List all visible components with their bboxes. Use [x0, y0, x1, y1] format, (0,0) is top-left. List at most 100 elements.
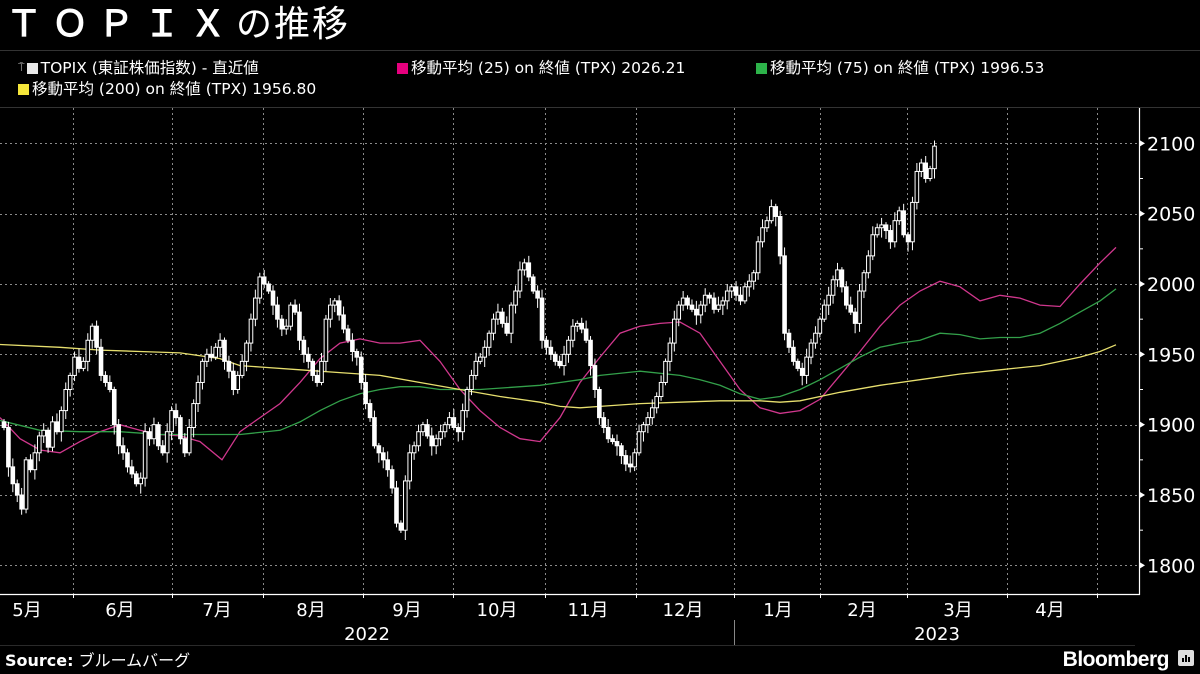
candle-down — [345, 328, 351, 341]
legend-swatch-topix — [26, 62, 38, 74]
candle-up — [164, 431, 170, 454]
candle-up — [433, 438, 439, 447]
bloomberg-chart-icon — [1178, 650, 1194, 666]
candle-up — [283, 325, 289, 330]
candle-down — [363, 381, 368, 405]
candle-up — [566, 339, 571, 355]
candle-down — [125, 452, 130, 468]
candle-down — [694, 308, 699, 316]
candle-up — [447, 417, 452, 426]
candle-up — [513, 290, 518, 306]
candle-down — [500, 311, 505, 324]
candle-up — [645, 417, 651, 426]
candle-up — [67, 374, 73, 391]
candle-up — [407, 452, 413, 482]
legend-label-ma75: 移動平均 (75) on 終値 (TPX) 1996.53 — [770, 59, 1045, 77]
x-month-label: 12月 — [663, 600, 704, 621]
candle-up — [857, 290, 862, 324]
x-month-label: 10月 — [477, 600, 518, 621]
y-tick-label: 2100 — [1147, 133, 1195, 155]
x-month-label: 4月 — [1035, 600, 1064, 621]
legend-swatch-ma25 — [397, 62, 408, 74]
candle-up — [817, 318, 823, 334]
candle-up — [438, 431, 443, 440]
candle-down — [839, 269, 845, 288]
candle-down — [120, 445, 126, 454]
y-tick-marker — [1140, 281, 1145, 287]
candle-up — [835, 269, 840, 281]
candle-down — [552, 353, 558, 362]
candle-up — [870, 234, 876, 257]
ma-line — [0, 343, 1117, 409]
candle-up — [50, 421, 55, 448]
x-month-label: 8月 — [296, 600, 325, 621]
candle-down — [314, 374, 320, 383]
candle-up — [561, 353, 567, 367]
title-jp: の推移 — [236, 4, 351, 45]
candle-up — [676, 304, 682, 320]
candle-down — [614, 441, 620, 447]
y-tick-marker — [1140, 492, 1145, 499]
candle-down — [548, 346, 554, 355]
candle-down — [738, 294, 743, 302]
candle-down — [231, 370, 236, 391]
candle-up — [151, 424, 157, 440]
candle-up — [517, 269, 523, 292]
candle-up — [403, 480, 408, 531]
y-tick-label: 1950 — [1147, 344, 1195, 366]
candle-down — [795, 360, 801, 369]
candle-up — [411, 445, 417, 454]
candle-down — [182, 438, 188, 454]
candle-up — [332, 300, 338, 306]
candle-up — [720, 300, 726, 306]
candle-up — [932, 145, 937, 170]
candle-down — [226, 360, 232, 372]
candle-down — [923, 162, 928, 179]
candle-up — [663, 360, 668, 383]
legend-item-ma25: 移動平均 (25) on 終値 (TPX) 2026.21 — [397, 58, 685, 78]
candle-down — [358, 356, 364, 383]
candle-up — [32, 452, 38, 471]
candle-up — [200, 360, 205, 383]
candle-down — [592, 365, 598, 391]
candle-down — [539, 297, 545, 341]
legend-item-ma200: 移動平均 (200) on 終値 (TPX) 1956.80 — [18, 79, 316, 99]
title-latin: ＴＯＰＩＸ — [6, 4, 237, 45]
candle-up — [473, 360, 479, 376]
footer-divider — [0, 645, 1135, 646]
candle-down — [597, 389, 602, 419]
candle-up — [632, 452, 637, 468]
legend-item-ma75: 移動平均 (75) on 終値 (TPX) 1996.53 — [756, 58, 1044, 78]
candle-up — [861, 272, 867, 292]
candle-down — [76, 356, 82, 369]
candle-down — [588, 339, 593, 367]
chart-title: ＴＯＰＩＸの推移 — [6, 2, 350, 48]
candle-down — [156, 424, 161, 447]
candle-down — [451, 417, 457, 428]
candle-up — [879, 224, 884, 229]
x-axis: 5月 6月 7月 8月 9月 10月 11月 12月 1月 2月 3月 4月 2022 2023 — [0, 593, 1140, 645]
candle-up — [469, 374, 474, 391]
candle-down — [107, 381, 113, 391]
candle-up — [257, 276, 263, 299]
candle-down — [6, 426, 11, 468]
candle-up — [328, 304, 333, 320]
candle-down — [111, 389, 117, 426]
candle-down — [601, 417, 607, 428]
candle-down — [341, 314, 346, 330]
ma-line — [0, 288, 1117, 436]
y-axis: 1800 1850 1900 1950 2000 2050 2100 — [1138, 108, 1195, 595]
candle-down — [270, 290, 276, 306]
candle-down — [579, 322, 585, 330]
candle-down — [178, 417, 183, 440]
candle-down — [557, 360, 562, 367]
candle-up — [420, 424, 426, 433]
candle-up — [751, 272, 757, 282]
candle-down — [530, 276, 536, 292]
candle-up — [826, 294, 831, 306]
candle-down — [394, 487, 399, 524]
title-divider — [0, 50, 1200, 51]
candle-down — [773, 206, 779, 217]
candle-up — [195, 381, 201, 405]
candle-down — [504, 322, 510, 334]
